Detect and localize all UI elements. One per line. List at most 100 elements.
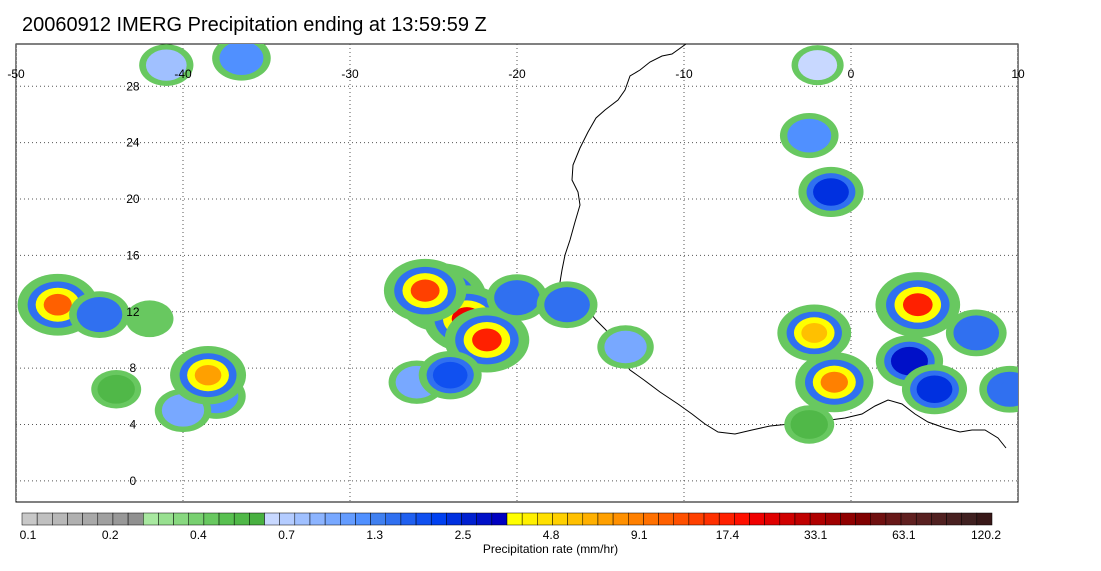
precip-contour: [897, 352, 922, 371]
colorbar-swatch: [188, 512, 205, 526]
colorbar-label: 63.1: [892, 528, 916, 542]
colorbar-swatch: [430, 512, 447, 526]
colorbar-swatch: [218, 512, 235, 526]
colorbar-swatch: [825, 512, 841, 526]
precip-cell: [979, 365, 1018, 413]
precip-contour: [43, 293, 72, 316]
precip-cell: [901, 364, 968, 415]
precip-cell: [875, 272, 961, 338]
colorbar-swatch: [703, 512, 720, 526]
precip-contour: [506, 289, 528, 306]
lon-tick-label: 10: [1011, 67, 1025, 81]
precip-contour: [141, 312, 158, 326]
lon-tick-label: -30: [341, 67, 359, 81]
colorbar-swatch: [870, 512, 887, 526]
lat-tick-label: 28: [126, 79, 140, 93]
precip-cell: [795, 352, 874, 413]
lat-tick-label: 16: [126, 248, 140, 262]
colorbar-swatch: [67, 512, 83, 526]
colorbar-label: 0.1: [19, 528, 37, 542]
precip-cell: [779, 113, 839, 159]
precip-contour: [902, 293, 933, 317]
colorbar-swatch: [734, 512, 750, 526]
precip-cell: [777, 304, 852, 362]
precip-cell: [91, 370, 142, 409]
lon-tick-label: 0: [848, 67, 855, 81]
colorbar-swatch: [400, 512, 417, 526]
colorbar-label: 1.3: [366, 528, 384, 542]
colorbar-swatch: [718, 512, 735, 526]
colorbar-label: 4.8: [542, 528, 560, 542]
precip-contour: [965, 324, 987, 342]
precip-contour: [556, 296, 578, 313]
colorbar-swatch: [446, 512, 462, 526]
colorbar-label: 120.2: [970, 528, 1002, 542]
colorbar-label: 0.7: [278, 528, 295, 542]
precip-cell: [212, 44, 271, 81]
colorbar-swatch: [143, 512, 159, 526]
colorbar-swatch: [931, 512, 947, 526]
lat-tick-label: 8: [130, 361, 137, 375]
colorbar-swatch: [355, 512, 371, 526]
lon-tick-label: -40: [174, 67, 192, 81]
precip-cell: [418, 350, 482, 400]
colorbar-swatch: [658, 512, 674, 526]
colorbar-swatch: [309, 512, 326, 526]
precip-cell: [69, 291, 130, 338]
colorbar-swatch: [461, 512, 477, 526]
precip-contour: [194, 364, 222, 386]
colorbar-swatch: [855, 512, 871, 526]
precip-cell: [798, 166, 864, 218]
axis-tick-labels: -50 -40 -30 -20 -10 0 10 0 4 8 12 16 20 24 28: [7, 67, 1025, 488]
colorbar-label: 0.4: [190, 528, 207, 542]
colorbar-swatch: [885, 512, 902, 526]
precip-cell: [170, 345, 247, 405]
lat-tick-label: 20: [126, 192, 140, 206]
precip-contour: [173, 402, 193, 418]
precipitation-cells: [17, 44, 1018, 444]
precip-cell: [945, 309, 1007, 357]
colorbar-swatch: [385, 512, 402, 526]
precip-contour: [410, 279, 440, 302]
precip-contour: [820, 371, 848, 393]
colorbar-swatch: [643, 512, 659, 526]
precip-contour: [819, 183, 843, 201]
map-title: 20060912 IMERG Precipitation ending at 1…: [22, 14, 487, 36]
colorbar-label: 0.2: [101, 528, 119, 542]
colorbar-labels: 0.1 0.2 0.4 0.7 1.3 2.5 4.8 9.1 17.4 33.1 63.1 120.…: [0, 528, 1101, 542]
lon-tick-label: -20: [508, 67, 526, 81]
precip-cell: [784, 405, 835, 444]
precip-cell: [383, 258, 467, 323]
precip-cell: [791, 45, 844, 86]
colorbar-swatch: [961, 512, 978, 526]
colorbar-swatch: [491, 512, 508, 526]
colorbar-swatch: [794, 512, 811, 526]
lon-tick-label: -10: [675, 67, 693, 81]
precip-contour: [923, 380, 946, 399]
color-bar: [21, 512, 993, 526]
colorbar-swatch: [521, 512, 538, 526]
colorbar-swatch: [294, 512, 311, 526]
colorbar-swatch: [370, 512, 386, 526]
colorbar-swatch: [158, 512, 174, 526]
precip-cell: [139, 44, 194, 87]
colorbar-swatch: [112, 512, 129, 526]
colorbar-swatch: [279, 512, 296, 526]
colorbar-swatch: [749, 512, 765, 526]
precip-cell: [486, 274, 548, 322]
colorbar-swatch: [809, 512, 826, 526]
colorbar-label: 17.4: [715, 528, 740, 542]
precip-contour: [156, 57, 176, 73]
colorbar-swatch: [612, 512, 629, 526]
precip-contour: [107, 382, 125, 396]
colorbar-swatch: [764, 512, 781, 526]
colorbar-swatch: [840, 512, 856, 526]
precip-contour: [800, 417, 818, 432]
precip-contour: [801, 322, 828, 343]
colorbar-swatch: [537, 512, 553, 526]
colorbar-swatch: [628, 512, 644, 526]
lat-tick-label: 4: [130, 417, 137, 431]
precip-contour: [808, 58, 827, 73]
colorbar-swatch: [127, 512, 144, 526]
